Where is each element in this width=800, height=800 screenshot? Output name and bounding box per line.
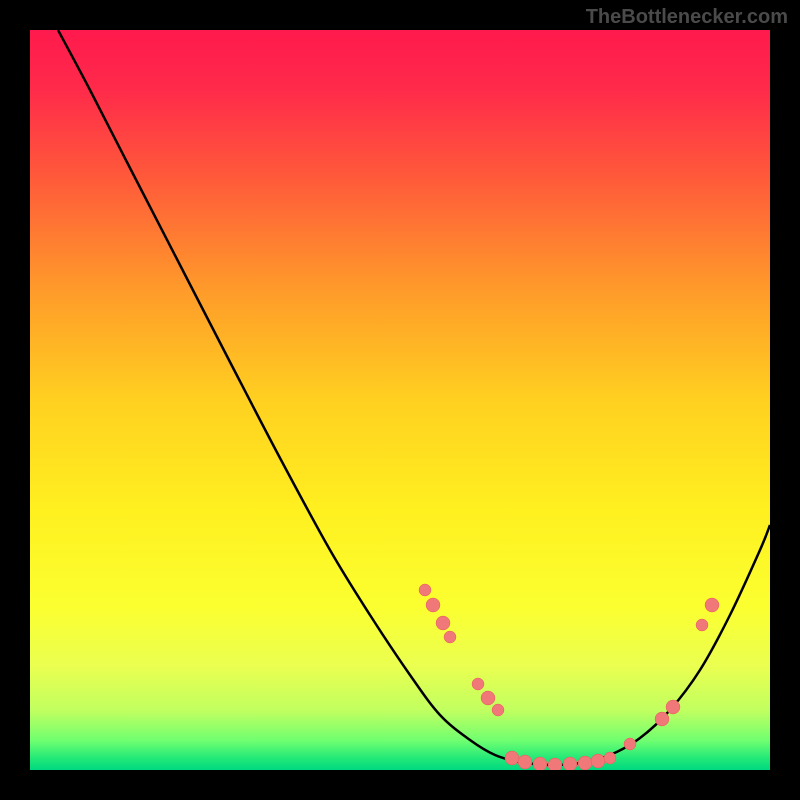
data-marker (578, 756, 592, 770)
bottleneck-chart (30, 30, 770, 770)
data-marker (444, 631, 456, 643)
watermark-text: TheBottlenecker.com (586, 6, 788, 29)
data-marker (533, 757, 547, 770)
data-marker (696, 619, 708, 631)
data-marker (705, 598, 719, 612)
data-marker (419, 584, 431, 596)
data-marker (518, 755, 532, 769)
data-marker (604, 752, 616, 764)
data-marker (436, 616, 450, 630)
data-marker (472, 678, 484, 690)
data-marker (591, 754, 605, 768)
data-marker (666, 700, 680, 714)
data-marker (481, 691, 495, 705)
data-marker (655, 712, 669, 726)
data-marker (563, 757, 577, 770)
data-marker (426, 598, 440, 612)
data-marker (624, 738, 636, 750)
data-marker (505, 751, 519, 765)
data-marker (492, 704, 504, 716)
data-marker (548, 758, 562, 770)
